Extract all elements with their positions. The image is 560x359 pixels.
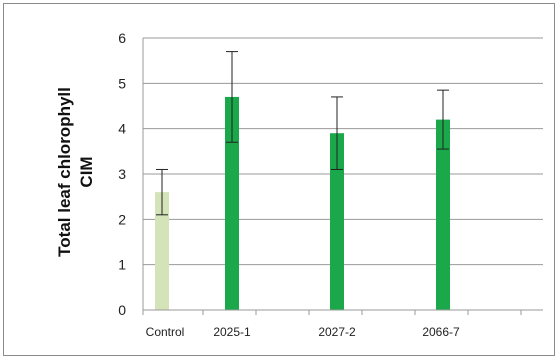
y-tick-label: 0 xyxy=(118,302,126,318)
x-tick-label: 2025-1 xyxy=(213,325,251,339)
bar-control xyxy=(155,192,169,310)
bars xyxy=(155,96,450,310)
y-axis-label-line1: Total leaf chlorophyll xyxy=(55,87,74,257)
chart-frame xyxy=(3,3,555,356)
bar-2027-2 xyxy=(330,133,344,310)
error-bar xyxy=(437,89,449,150)
gridlines xyxy=(142,37,543,315)
y-tick-label: 2 xyxy=(118,211,126,227)
y-axis-label-line2: CIM xyxy=(77,156,96,187)
error-bar xyxy=(156,168,168,216)
y-tick-label: 1 xyxy=(118,257,126,273)
bar-2025-1 xyxy=(225,96,239,310)
error-bar xyxy=(331,96,343,170)
y-tick-label: 3 xyxy=(118,166,126,182)
error-bar xyxy=(226,51,238,143)
x-tick-label: 2066-7 xyxy=(422,325,460,339)
x-tick-label: Control xyxy=(146,325,185,339)
y-tick-label: 5 xyxy=(118,75,126,91)
y-tick-label: 6 xyxy=(118,30,126,46)
x-tick-label: 2027-2 xyxy=(318,325,356,339)
y-tick-label: 4 xyxy=(118,121,126,137)
error-bars xyxy=(156,51,449,216)
y-tick-labels: 0 1 2 3 4 5 6 xyxy=(118,30,126,318)
bar-2066-7 xyxy=(436,119,450,310)
x-tick-labels: Control 2025-1 2027-2 2066-7 xyxy=(146,325,460,339)
